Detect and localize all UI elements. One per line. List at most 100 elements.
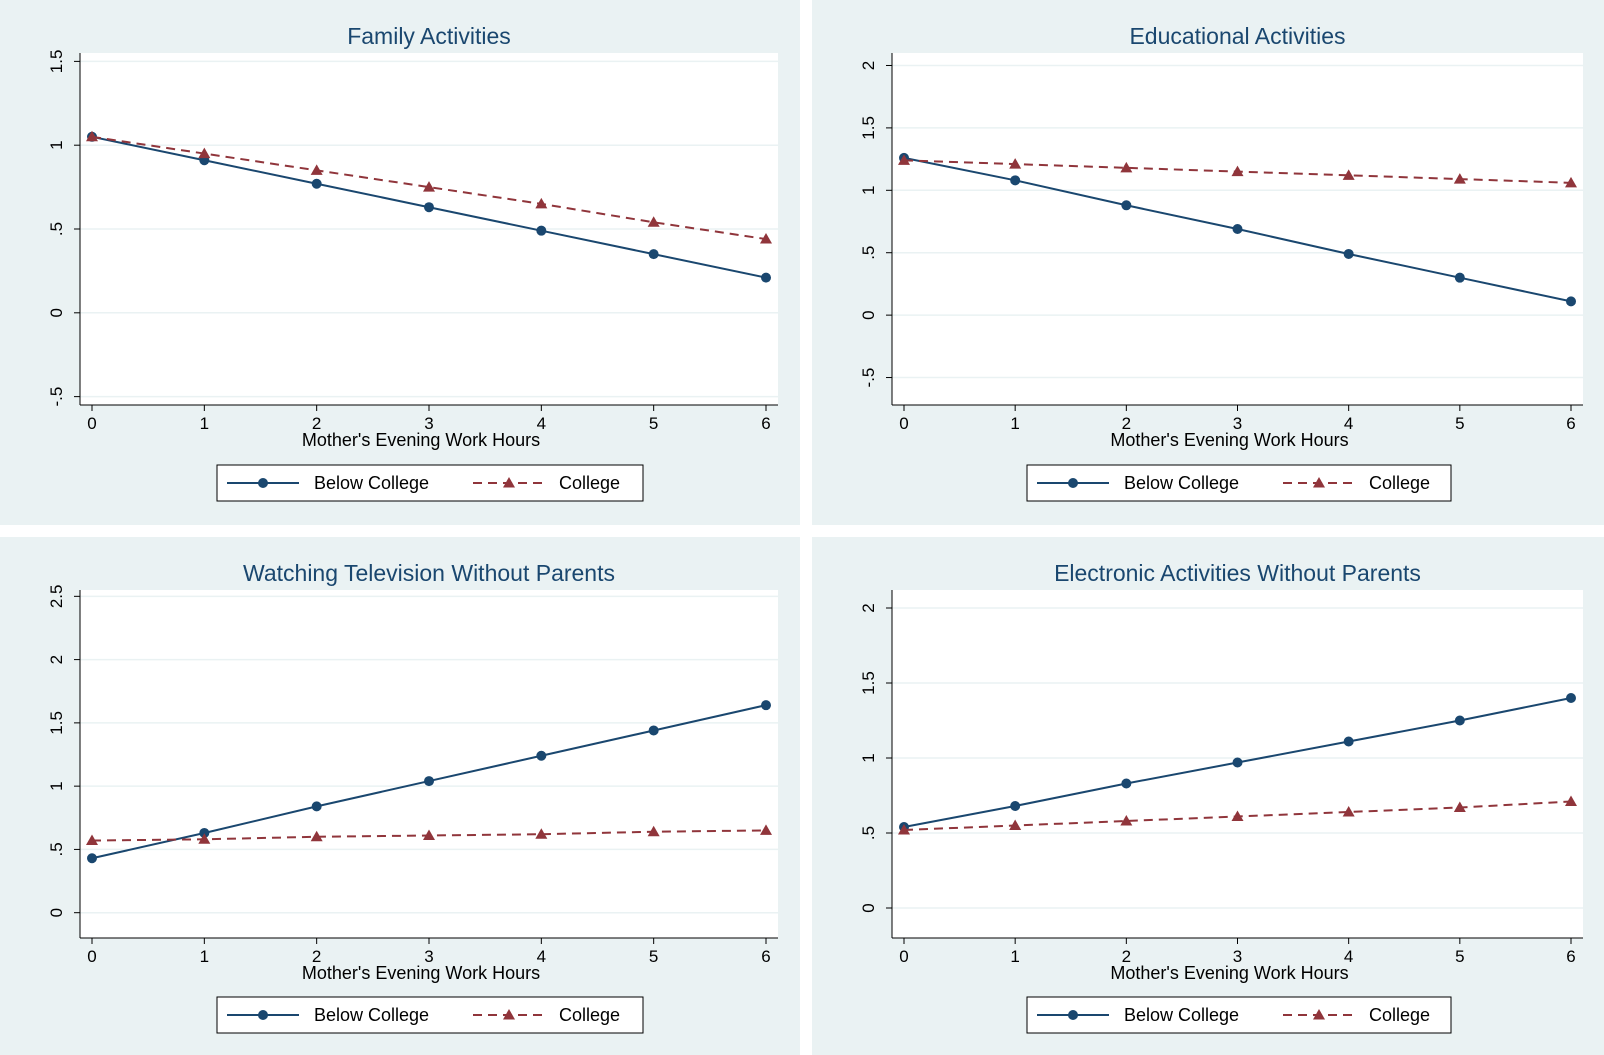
x-tick-label: 0 (899, 414, 908, 433)
x-tick-label: 4 (537, 947, 546, 966)
plot-area (80, 590, 778, 938)
legend: Below College College (1026, 464, 1452, 502)
x-tick-label: 3 (424, 414, 433, 433)
data-point-college (1231, 165, 1244, 177)
y-tick-label: .5 (859, 826, 878, 840)
x-tick-label: 5 (649, 414, 658, 433)
y-tick-label: 0 (47, 308, 66, 317)
data-point-below-college (1454, 715, 1465, 726)
x-tick-label: 5 (1455, 947, 1464, 966)
data-point-college (1009, 158, 1022, 169)
legend-label-college: College (559, 473, 620, 493)
y-tick-label: 0 (859, 903, 878, 912)
data-point-below-college (424, 202, 434, 213)
x-tick-label: 0 (87, 414, 96, 433)
data-point-below-college (648, 249, 659, 260)
data-point-college (423, 181, 435, 192)
chart-panel-4: Electronic Activities Without Parents 0 .5… (812, 537, 1604, 1055)
data-point-college (1565, 795, 1577, 806)
legend-label-college: College (559, 1005, 620, 1025)
data-point-below-college (1566, 296, 1576, 307)
x-tick-label: 3 (424, 947, 433, 966)
x-tick-label: 4 (1344, 414, 1353, 433)
data-point-below-college (311, 178, 322, 189)
legend-label-college: College (1369, 473, 1430, 493)
x-axis-label: Mother's Evening Work Hours (1110, 963, 1348, 983)
x-tick-label: 0 (87, 947, 96, 966)
data-point-below-college (1121, 200, 1132, 211)
y-tick-label: .5 (47, 222, 66, 236)
data-point-college (423, 829, 435, 840)
data-point-below-college (1343, 736, 1354, 747)
x-tick-label: 4 (1344, 947, 1353, 966)
x-tick-label: 2 (1122, 414, 1131, 433)
x-tick-label: 3 (1233, 414, 1242, 433)
x-tick-label: 1 (1010, 947, 1019, 966)
x-tick-label: 4 (537, 414, 546, 433)
data-point-college (898, 824, 910, 835)
legend-marker-below-college (1068, 478, 1078, 488)
legend-marker-college (1313, 477, 1325, 488)
data-point-below-college (1010, 175, 1021, 186)
data-point-college (1453, 173, 1466, 184)
y-tick-label: 0 (47, 908, 66, 917)
data-point-college (1120, 815, 1133, 826)
data-point-college (760, 233, 772, 244)
data-point-below-college (424, 776, 434, 787)
legend-label-below-college: Below College (1124, 473, 1239, 493)
y-tick-label: 1 (859, 753, 878, 762)
data-point-college (535, 197, 548, 209)
data-point-college (647, 825, 660, 837)
chart-title: Electronic Activities Without Parents (1054, 560, 1421, 586)
x-tick-label: 6 (761, 947, 770, 966)
x-tick-label: 6 (1566, 947, 1575, 966)
data-point-college (1453, 801, 1466, 812)
y-tick-label: 1 (47, 140, 66, 149)
data-point-below-college (1121, 778, 1132, 789)
x-tick-label: 2 (312, 414, 321, 433)
x-tick-label: 3 (1233, 947, 1242, 966)
data-point-college (760, 824, 772, 835)
y-tick-label: -.5 (47, 387, 66, 407)
data-point-college (1342, 169, 1355, 180)
x-tick-label: 6 (761, 414, 770, 433)
x-tick-label: 2 (1122, 947, 1131, 966)
data-point-college (198, 147, 211, 159)
data-point-below-college (648, 725, 659, 736)
legend-marker-below-college (258, 1010, 268, 1020)
data-point-college (86, 834, 98, 846)
y-tick-label: 2 (47, 655, 66, 664)
x-tick-label: 2 (312, 947, 321, 966)
x-axis-label: Mother's Evening Work Hours (302, 430, 540, 450)
data-point-below-college (1010, 801, 1021, 811)
legend-marker-college (503, 477, 515, 488)
y-tick-label: 2 (859, 61, 878, 70)
y-tick-label: 1 (859, 186, 878, 195)
chart-panel-2: Educational Activities -.5 0 .5 1 1.5 2 0 1 2 3 4 5 6… (812, 0, 1604, 525)
chart-title: Family Activities (347, 23, 511, 49)
legend-label-below-college: Below College (1124, 1005, 1239, 1025)
data-point-below-college (1232, 224, 1243, 234)
data-point-below-college (311, 801, 322, 812)
legend: Below College College (1026, 996, 1452, 1034)
x-axis-label: Mother's Evening Work Hours (1110, 430, 1348, 450)
y-tick-label: -.5 (859, 368, 878, 388)
x-tick-label: 5 (649, 947, 658, 966)
data-point-college (1565, 176, 1577, 188)
y-tick-label: 2 (859, 603, 878, 612)
x-tick-label: 6 (1566, 414, 1575, 433)
chart-title: Watching Television Without Parents (243, 560, 615, 586)
x-axis-label: Mother's Evening Work Hours (302, 963, 540, 983)
x-tick-label: 1 (1010, 414, 1019, 433)
data-point-below-college (1232, 757, 1243, 768)
y-tick-label: 1 (47, 781, 66, 790)
data-point-college (310, 164, 323, 175)
legend-label-below-college: Below College (314, 473, 429, 493)
data-point-college (198, 833, 211, 844)
data-point-college (1120, 161, 1133, 173)
data-point-below-college (199, 827, 210, 838)
data-point-below-college (87, 853, 97, 864)
data-point-below-college (761, 700, 771, 711)
x-tick-label: 0 (899, 947, 908, 966)
